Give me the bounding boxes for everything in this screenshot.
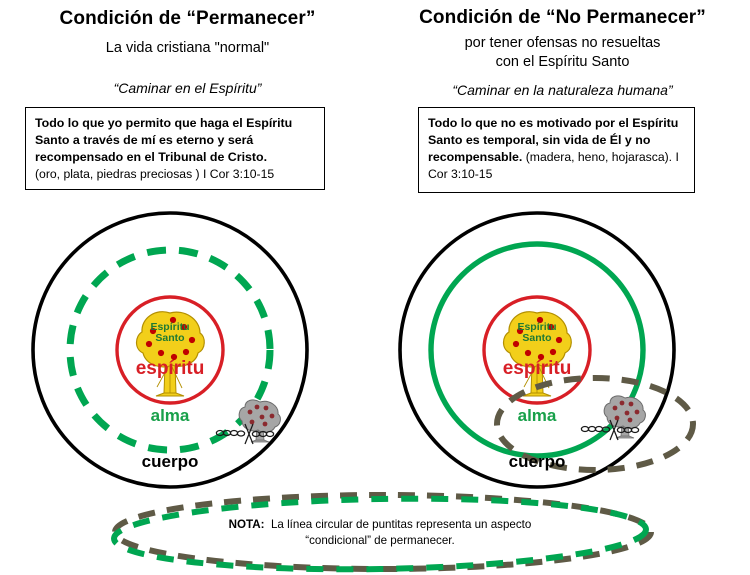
right-body-circle	[398, 211, 676, 489]
left-holy-spirit-line2: Santo	[155, 332, 185, 345]
right-body-label: cuerpo	[487, 452, 587, 472]
right-panel: Condición de “No Permanecer” por tener o…	[375, 0, 750, 210]
right-body-label-text: cuerpo	[508, 452, 566, 471]
note-line2: “condicional” de permanecer.	[305, 533, 455, 547]
left-spirit-circle	[115, 295, 225, 405]
right-textbox-bold: Todo lo que no es motivado por el Espíri…	[428, 115, 685, 182]
left-textbox-bold: Todo lo que yo permito que haga el Espír…	[35, 116, 293, 164]
right-holy-spirit-label: Espíritu Santo	[497, 321, 577, 345]
right-soul-label: alma	[497, 406, 577, 426]
right-panel-subtitle-line1: por tener ofensas no resueltas	[464, 35, 661, 51]
left-spirit-label-text: espíritu	[135, 358, 205, 379]
right-panel-subtitle-line2: con el Espíritu Santo	[495, 54, 630, 70]
right-holy-spirit-line1: Espíritu	[517, 321, 557, 333]
left-spirit-label: espíritu	[120, 358, 220, 380]
left-dead-tree-icon	[215, 399, 282, 445]
left-panel: Condición de “Permanecer” La vida cristi…	[0, 0, 375, 210]
left-diagram-group	[31, 211, 309, 489]
note-ellipse-green	[111, 495, 649, 573]
left-panel-quote: “Caminar en el Espíritu”	[113, 80, 262, 96]
left-holy-spirit-label: Espíritu Santo	[130, 321, 210, 345]
right-spirit-circle	[482, 295, 592, 405]
left-panel-subtitle: La vida cristiana "normal"	[105, 40, 270, 56]
right-soul-label-text: alma	[517, 406, 557, 425]
left-body-circle	[31, 211, 309, 489]
left-soul-circle-dashed	[66, 246, 274, 454]
note-prefix: NOTA:	[228, 518, 265, 531]
right-conditional-dashed-ellipse	[494, 375, 696, 473]
note-ellipse-group	[111, 492, 654, 573]
left-soul-label-text: alma	[150, 406, 190, 425]
right-panel-textbox: Todo lo que no es motivado por el Espíri…	[418, 107, 695, 193]
right-dead-tree-icon	[580, 395, 647, 441]
right-textbox-bold-text: Todo lo que no es motivado por el Espíri…	[428, 116, 679, 164]
left-textbox-plain: (oro, plata, piedras preciosas ) I Cor 3…	[35, 166, 275, 181]
right-spirit-label: espíritu	[487, 358, 587, 380]
note-text-block: NOTA: La línea circular de puntitas repr…	[130, 517, 630, 548]
right-diagram-group	[398, 211, 696, 489]
left-soul-label: alma	[130, 406, 210, 426]
left-panel-textbox: Todo lo que yo permito que haga el Espír…	[25, 107, 325, 190]
right-holy-spirit-line2: Santo	[522, 332, 552, 345]
left-panel-title: Condición de “Permanecer”	[59, 8, 316, 29]
left-body-label-text: cuerpo	[141, 452, 199, 471]
left-holy-spirit-line1: Espíritu	[150, 321, 190, 333]
right-textbox-plain: (madera, heno, hojarasca). I Cor 3:10-15	[428, 149, 679, 181]
right-soul-circle-solid	[428, 241, 646, 459]
right-spirit-label-text: espíritu	[502, 358, 572, 379]
note-line1: NOTA: La línea circular de puntitas repr…	[130, 517, 630, 533]
right-panel-quote: “Caminar en la naturaleza humana”	[452, 82, 673, 98]
right-panel-title: Condición de “No Permanecer”	[419, 7, 706, 28]
note-line1-text: La línea circular de puntitas representa…	[270, 518, 532, 531]
left-body-label: cuerpo	[120, 452, 220, 472]
